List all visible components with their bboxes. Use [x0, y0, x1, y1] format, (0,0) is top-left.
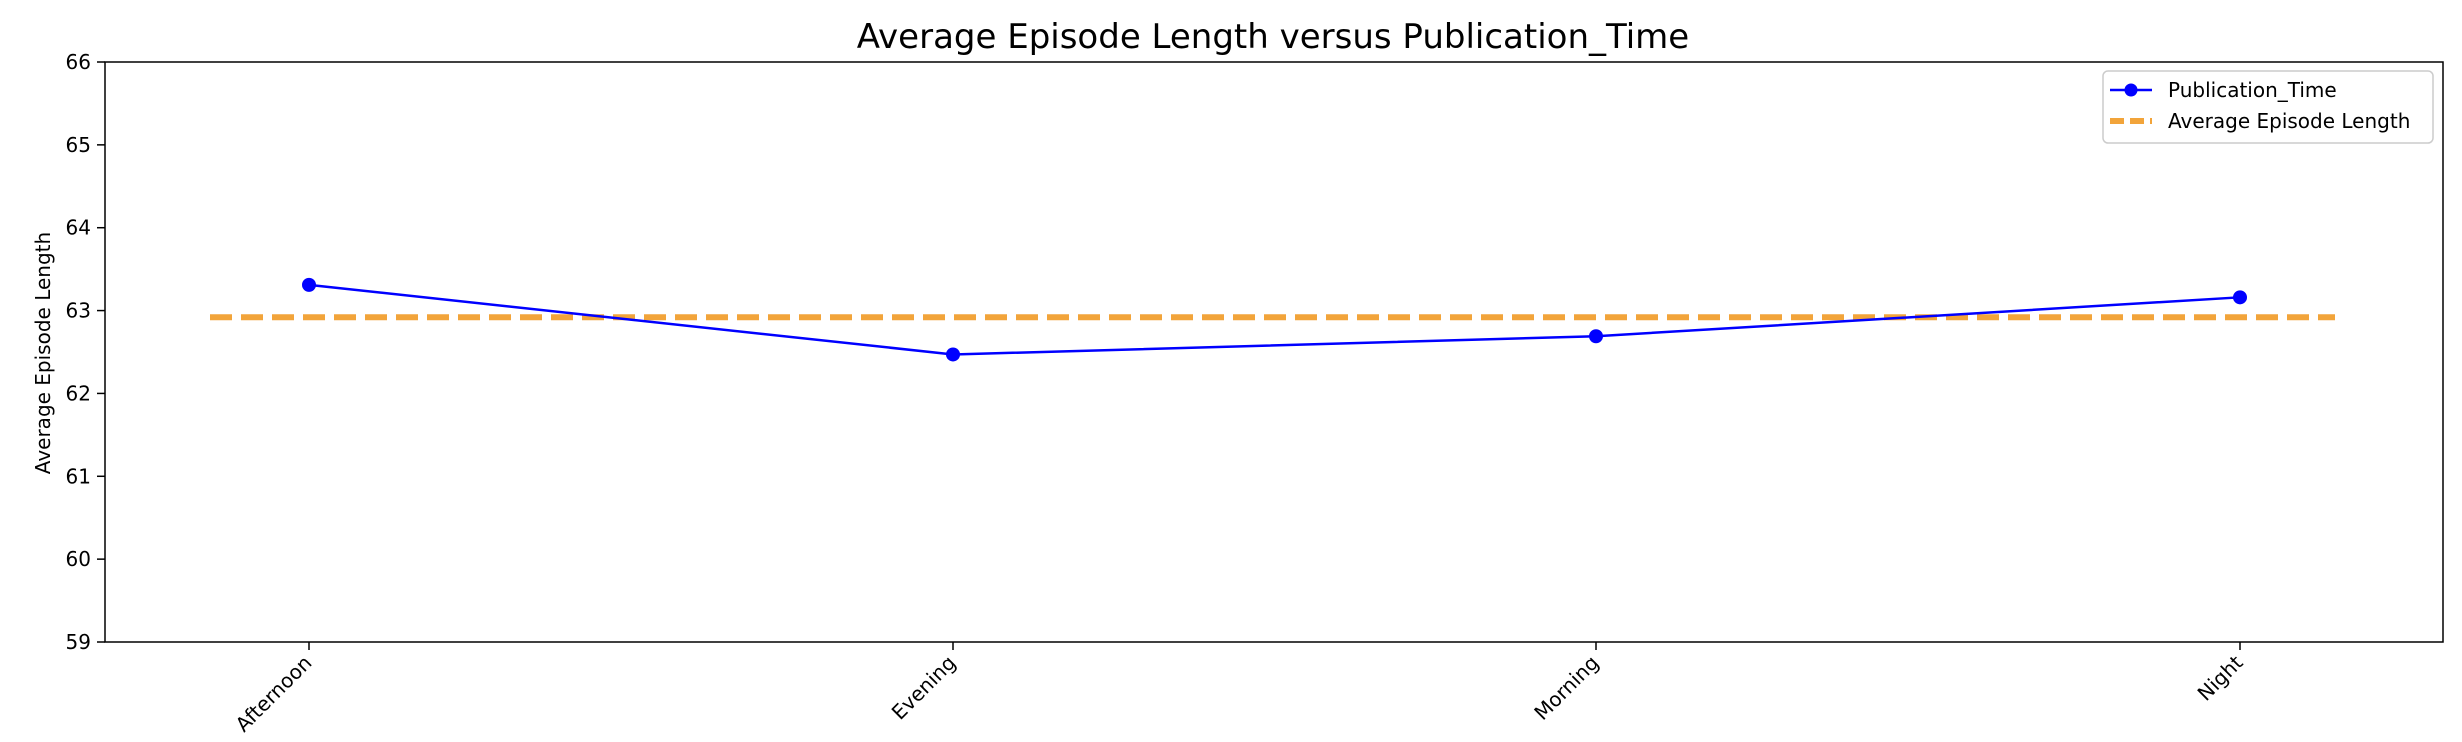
y-tick-label: 65: [66, 133, 91, 157]
data-point: [946, 347, 960, 362]
series-line: [308, 283, 2241, 356]
x-tick-label: Night: [2193, 650, 2248, 705]
legend: Publication_Time Average Episode Length: [2102, 70, 2434, 144]
y-tick-label: 63: [66, 299, 91, 323]
y-axis: 59 60 61 62 63 64 65 66: [66, 50, 105, 654]
legend-reference-label: Average Episode Length: [2168, 109, 2410, 133]
series-layer: [210, 277, 2335, 362]
legend-box: [2102, 70, 2434, 144]
y-tick-label: 59: [66, 630, 91, 654]
y-axis-label: Average Episode Length: [31, 232, 55, 474]
y-tick-label: 62: [66, 381, 91, 405]
y-tick-label: 61: [66, 464, 91, 488]
data-point: [302, 277, 316, 292]
x-tick-label: Afternoon: [231, 651, 317, 737]
plot-frame: [104, 61, 2444, 643]
y-tick-label: 66: [66, 50, 91, 74]
data-point: [2233, 290, 2247, 305]
y-tick-label: 64: [66, 216, 91, 240]
legend-series-label: Publication_Time: [2168, 78, 2337, 102]
x-tick-label: Morning: [1529, 651, 1603, 725]
x-tick-label: Evening: [887, 651, 961, 725]
y-tick-label: 60: [66, 547, 91, 571]
legend-series-marker: [2124, 83, 2138, 97]
x-axis: Afternoon Evening Morning Night: [231, 642, 2248, 736]
chart-title: Average Episode Length versus Publicatio…: [857, 17, 1689, 57]
data-point: [1589, 329, 1603, 344]
